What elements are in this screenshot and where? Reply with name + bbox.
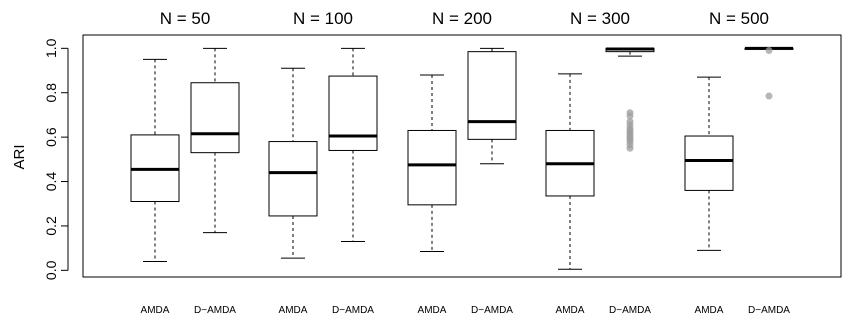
outlier-point <box>765 92 773 100</box>
y-tick-label: 0.0 <box>43 260 59 280</box>
box: D−AMDA <box>190 47 240 316</box>
box-group: N = 500 AMDA D−AMDA <box>684 9 794 316</box>
outlier-point <box>626 112 634 120</box>
box-rect <box>328 75 378 151</box>
box-rect <box>190 82 240 154</box>
y-axis-label: ARI <box>11 144 28 169</box>
category-label: D−AMDA <box>609 305 651 316</box>
group-title: N = 300 <box>570 9 630 28</box>
box-group: N = 300 AMDA D−AMDA <box>545 9 655 316</box>
box: AMDA <box>684 76 734 316</box>
box: AMDA <box>545 73 595 316</box>
box: AMDA <box>407 74 457 316</box>
category-label: D−AMDA <box>748 305 790 316</box>
box: D−AMDA <box>605 47 655 316</box>
group-title: N = 50 <box>160 9 211 28</box>
box: AMDA <box>268 67 318 316</box>
category-label: AMDA <box>141 305 170 316</box>
y-tick-label: 0.4 <box>43 172 59 192</box>
y-tick-label: 1.0 <box>43 38 59 58</box>
box-rect <box>467 51 517 140</box>
box-rect <box>268 141 318 217</box>
group-title: N = 100 <box>293 9 353 28</box>
category-label: D−AMDA <box>332 305 374 316</box>
box: D−AMDA <box>744 46 794 316</box>
box-rect <box>407 129 457 206</box>
y-tick-label: 0.6 <box>43 127 59 147</box>
box-rect <box>684 135 734 191</box>
category-label: D−AMDA <box>194 305 236 316</box>
group-title: N = 200 <box>432 9 492 28</box>
box-group: N = 100 AMDA D−AMDA <box>268 9 378 316</box>
box: D−AMDA <box>467 47 517 316</box>
outlier-point <box>626 144 634 152</box>
y-tick-label: 0.2 <box>43 216 59 236</box>
box: AMDA <box>130 58 180 316</box>
category-label: AMDA <box>695 305 724 316</box>
category-label: AMDA <box>279 305 308 316</box>
box: D−AMDA <box>328 47 378 316</box>
group-title: N = 500 <box>709 9 769 28</box>
y-tick-label: 0.8 <box>43 83 59 103</box>
category-label: D−AMDA <box>471 305 513 316</box>
outlier-point <box>765 47 773 55</box>
y-axis: 0.0 0.2 0.4 0.6 0.8 1.0 <box>43 38 69 280</box>
category-label: AMDA <box>556 305 585 316</box>
box-group: N = 200 AMDA D−AMDA <box>407 9 517 316</box>
plot-frame <box>82 34 842 278</box>
box-group: N = 50 AMDA D−AMDA <box>130 9 240 316</box>
category-label: AMDA <box>418 305 447 316</box>
